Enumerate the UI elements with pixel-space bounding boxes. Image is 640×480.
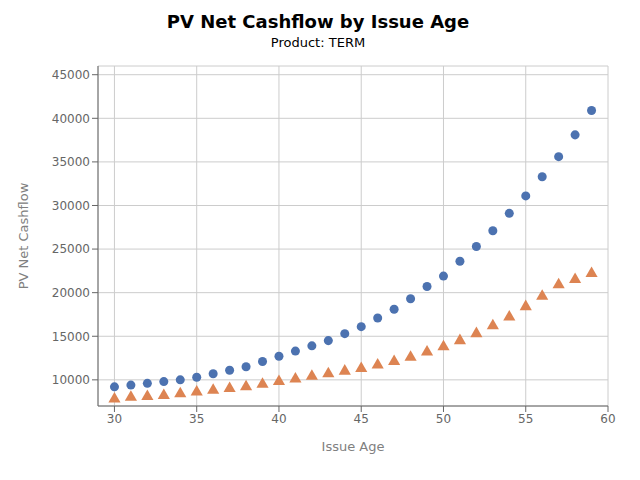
svg-text:25000: 25000 xyxy=(52,242,90,256)
svg-text:30000: 30000 xyxy=(52,199,90,213)
svg-text:45000: 45000 xyxy=(52,68,90,82)
svg-text:20000: 20000 xyxy=(52,286,90,300)
html-text:Product: TERM: Product: TERM xyxy=(270,35,366,50)
svg-text:PV Net Cashflow: PV Net Cashflow xyxy=(16,182,31,289)
svg-text:Issue Age: Issue Age xyxy=(322,439,385,454)
svg-text:10000: 10000 xyxy=(52,373,90,387)
svg-text:60: 60 xyxy=(600,412,615,426)
svg-text:50: 50 xyxy=(436,412,451,426)
html-text:PV Net Cashflow by Issue Age: PV Net Cashflow by Issue Age xyxy=(166,11,470,32)
svg-text:30: 30 xyxy=(107,412,122,426)
svg-text:40000: 40000 xyxy=(52,112,90,126)
svg-text:35000: 35000 xyxy=(52,155,90,169)
svg-text:35: 35 xyxy=(189,412,204,426)
svg-text:55: 55 xyxy=(518,412,533,426)
svg-text:15000: 15000 xyxy=(52,330,90,344)
svg-text:45: 45 xyxy=(354,412,369,426)
svg-text:40: 40 xyxy=(271,412,286,426)
